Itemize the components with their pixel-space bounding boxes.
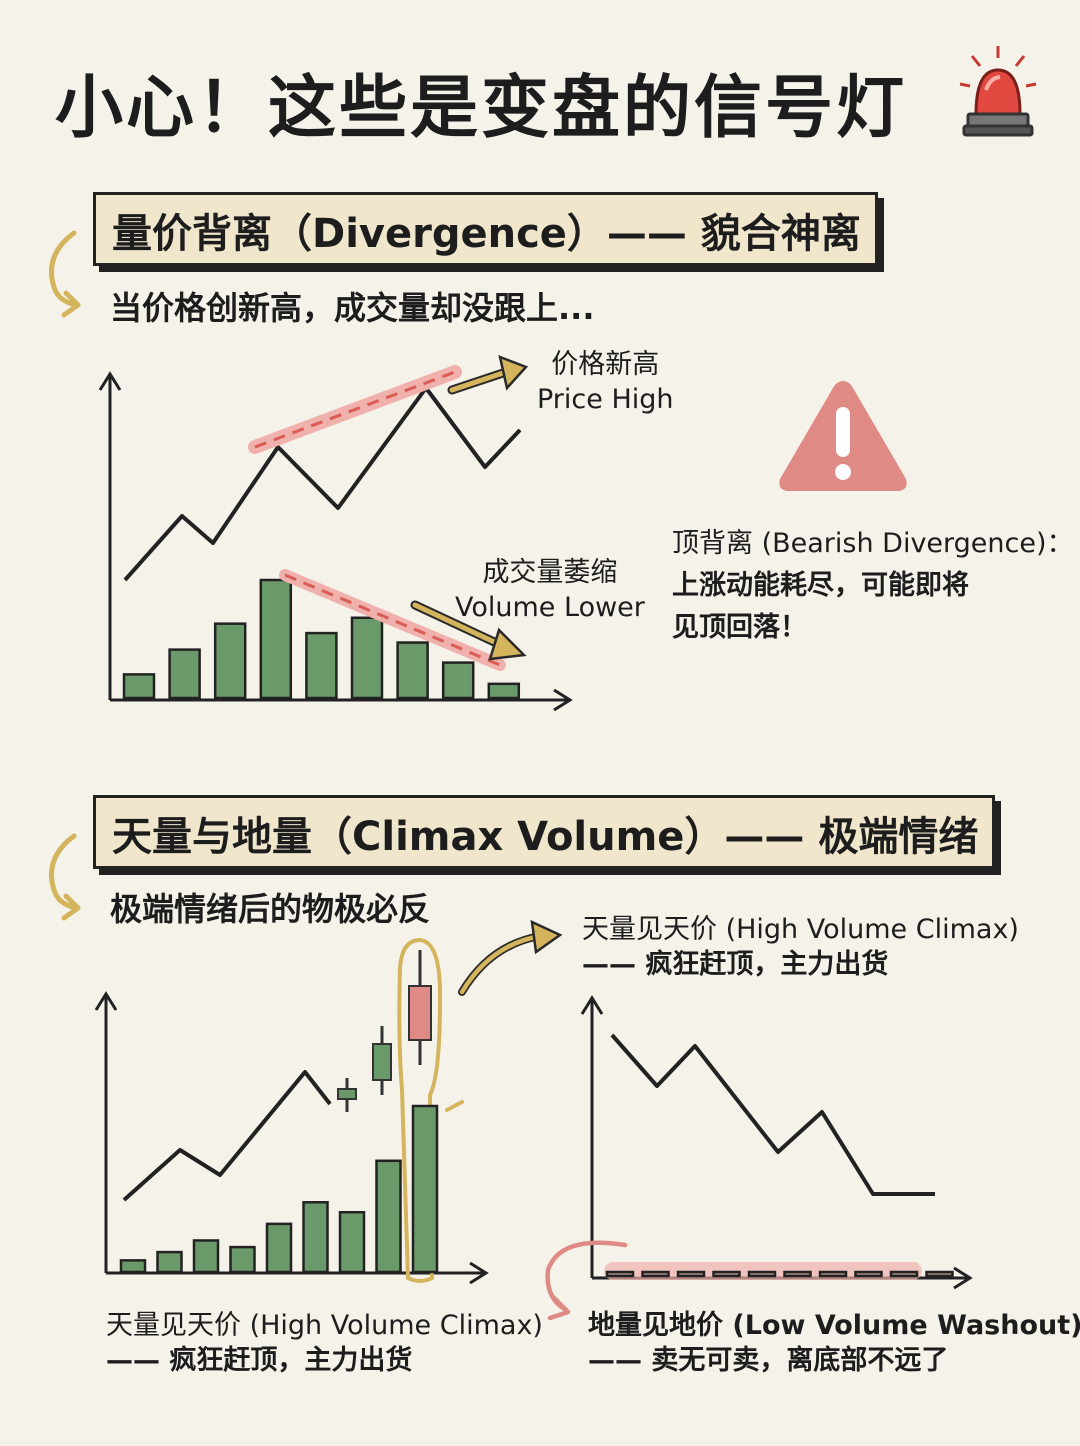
right-caption: 地量见地价 (Low Volume Washout) —— 卖无可卖，离底部不远… [588, 1308, 1080, 1378]
bearish-divergence-note: 顶背离 (Bearish Divergence)： 上涨动能耗尽，可能即将 见顶… [672, 523, 1074, 649]
price-high-label: 价格新高 Price High [537, 347, 674, 417]
warning-triangle-icon [779, 381, 907, 491]
volume-bar-9 [487, 682, 521, 700]
left-caption-line1: 天量见天价 (High Volume Climax) [106, 1310, 543, 1341]
volume-bar-2 [156, 1250, 183, 1274]
section2-heading: 天量与地量（Climax Volume）—— 极端情绪 [93, 795, 996, 869]
volume-bar-3 [213, 622, 247, 700]
curved-arrow-icon [49, 230, 81, 318]
divergence-chart [98, 354, 573, 712]
volume-trend-highlight [279, 569, 506, 671]
right-caption-line2: —— 卖无可卖，离底部不远了 [588, 1345, 949, 1377]
low-volume-bar-1 [605, 1270, 635, 1278]
note-line-2: 见顶回落！ [672, 611, 807, 643]
left-caption-line2: —— 疯狂赶顶，主力出货 [106, 1345, 413, 1377]
volume-bar-4 [259, 578, 293, 700]
low-volume-bar-10 [925, 1270, 954, 1278]
price-line [610, 1033, 935, 1196]
low-volume-bar-4 [712, 1270, 741, 1278]
volume-bar-5 [265, 1222, 293, 1274]
section1-intro: 当价格创新高，成交量却没跟上... [110, 289, 595, 327]
right-caption-line1: 地量见地价 (Low Volume Washout) [588, 1310, 1080, 1341]
price-line [123, 386, 522, 582]
low-volume-bar-3 [676, 1270, 706, 1278]
volume-lower-label-en: Volume Lower [455, 592, 645, 624]
volume-bar-1 [119, 1259, 147, 1274]
price-high-arrow [447, 354, 529, 395]
low-volume-bar-6 [783, 1270, 812, 1278]
siren-icon [958, 44, 1038, 143]
low-volume-bar-7 [818, 1270, 848, 1278]
volume-bar-7 [338, 1210, 366, 1274]
low-volume-bar-9 [889, 1270, 919, 1278]
low-volume-bar-5 [747, 1270, 777, 1278]
volume-bar-6 [350, 616, 384, 700]
price-high-label-en: Price High [537, 384, 674, 416]
low-volume-bar-8 [854, 1270, 883, 1278]
price-high-label-cn: 价格新高 [551, 349, 660, 380]
price-line [122, 1070, 332, 1202]
climax-candle-highlight [397, 937, 443, 1283]
volume-bar-2 [168, 648, 201, 700]
volume-lower-label-cn: 成交量萎缩 [482, 557, 618, 588]
section2-intro: 极端情绪后的物极必反 [110, 890, 431, 928]
note-title: 顶背离 (Bearish Divergence)： [672, 528, 1074, 559]
climax-arrow [458, 919, 563, 996]
note-line-1: 上涨动能耗尽，可能即将 [672, 569, 969, 601]
volume-bar-3 [192, 1239, 220, 1274]
candlestick-green [372, 1026, 392, 1095]
volume-bar-4 [229, 1245, 256, 1274]
price-trend-line [254, 370, 456, 449]
page-title: 小心！这些是变盘的信号灯 [55, 69, 908, 148]
volume-bar-8 [441, 661, 475, 700]
low-volume-bar-2 [641, 1270, 670, 1278]
climax-top-label-line1: 天量见天价 (High Volume Climax) [582, 914, 1019, 945]
volume-bar-5 [305, 631, 338, 700]
left-caption: 天量见天价 (High Volume Climax) —— 疯狂赶顶，主力出货 [106, 1308, 543, 1378]
candlestick-small [337, 1078, 357, 1112]
volume-lower-label: 成交量萎缩 Volume Lower [455, 555, 645, 625]
climax-top-label-line2: —— 疯狂赶顶，主力出货 [582, 949, 889, 981]
volume-bar-8 [375, 1159, 402, 1274]
volume-lower-arrow [410, 600, 527, 661]
volume-bar-9 [411, 1104, 439, 1274]
washout-arrow [545, 1240, 628, 1321]
section1-heading: 量价背离（Divergence）—— 貌合神离 [93, 192, 878, 266]
curved-arrow-icon [49, 833, 81, 921]
candlestick-red [408, 950, 432, 1065]
volume-bar-1 [122, 673, 156, 700]
volume-bar-6 [302, 1201, 329, 1274]
volume-bar-7 [396, 641, 429, 700]
climax-top-label: 天量见天价 (High Volume Climax) —— 疯狂赶顶，主力出货 [582, 912, 1019, 982]
